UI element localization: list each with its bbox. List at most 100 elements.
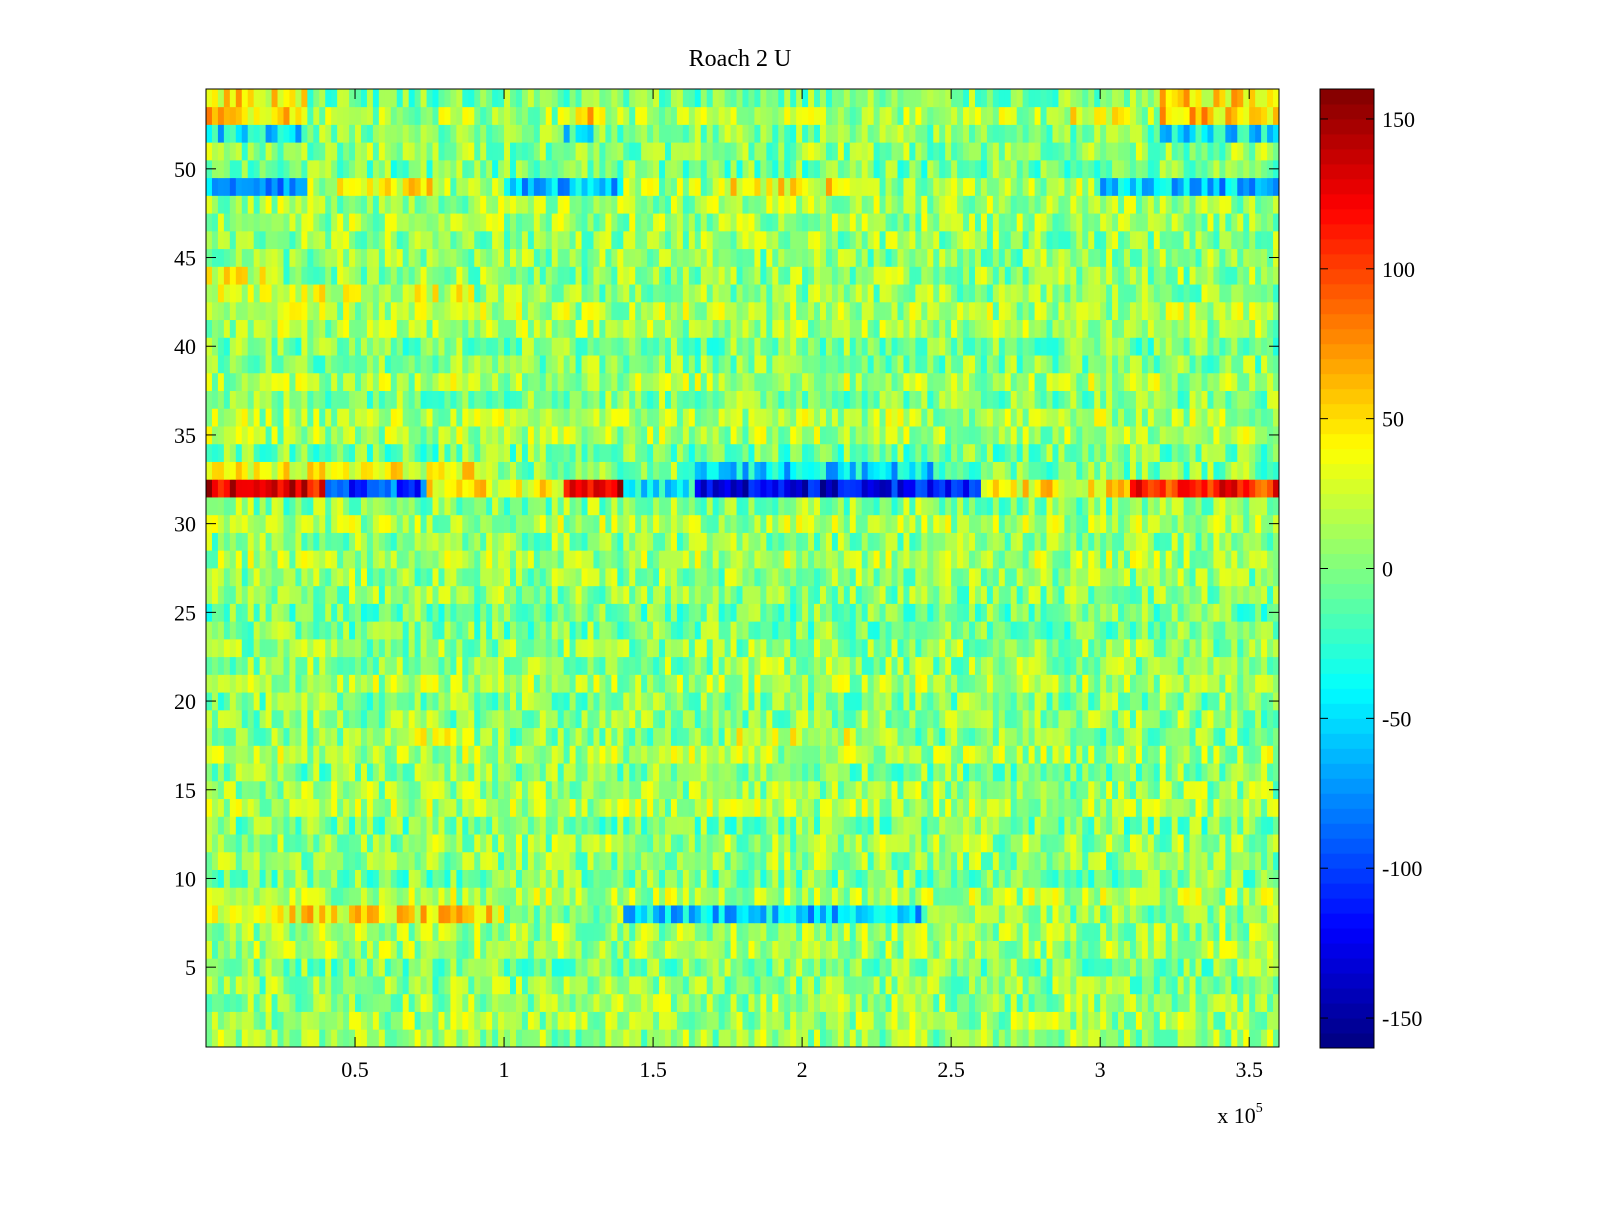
heatmap-cell	[623, 940, 630, 959]
heatmap-cell	[879, 1029, 886, 1048]
heatmap-cell	[957, 727, 964, 746]
heatmap-cell	[355, 727, 362, 746]
heatmap-cell	[1273, 621, 1280, 640]
heatmap-cell	[1016, 674, 1024, 693]
heatmap-cell	[1135, 585, 1143, 604]
heatmap-cell	[1046, 834, 1053, 853]
heatmap-cell	[951, 709, 958, 729]
heatmap-cell	[611, 674, 618, 693]
heatmap-cell	[1237, 638, 1244, 658]
heatmap-cell	[581, 656, 588, 675]
heatmap-cell	[1177, 798, 1185, 817]
heatmap-cell	[1064, 727, 1071, 746]
heatmap-cell	[1106, 745, 1113, 764]
heatmap-cell	[349, 993, 356, 1012]
heatmap-cell	[1004, 869, 1012, 888]
heatmap-cell	[814, 692, 821, 711]
heatmap-cell	[372, 958, 380, 977]
heatmap-cell	[617, 905, 624, 924]
heatmap-cell	[814, 905, 821, 924]
heatmap-cell	[724, 993, 731, 1012]
heatmap-cell	[1243, 727, 1250, 746]
heatmap-cell	[211, 922, 219, 941]
heatmap-cell	[974, 993, 982, 1012]
heatmap-cell	[396, 621, 404, 640]
heatmap-cell	[724, 638, 731, 658]
heatmap-cell	[1153, 692, 1161, 711]
heatmap-cell	[271, 763, 278, 782]
heatmap-cell	[706, 816, 714, 835]
heatmap-cell	[927, 727, 934, 746]
heatmap-cell	[229, 638, 237, 658]
heatmap-cell	[1267, 763, 1274, 782]
heatmap-cell	[247, 834, 255, 853]
heatmap-cell	[331, 887, 338, 906]
heatmap-cell	[700, 798, 708, 817]
heatmap-cell	[1237, 603, 1244, 622]
heatmap-cell	[593, 780, 600, 800]
heatmap-cell	[980, 869, 988, 888]
heatmap-cell	[217, 638, 225, 658]
heatmap-cell	[742, 958, 749, 977]
heatmap-cell	[229, 745, 237, 764]
heatmap-cell	[957, 1029, 964, 1048]
heatmap-cell	[712, 922, 720, 941]
heatmap-cell	[599, 922, 606, 941]
heatmap-cell	[772, 834, 779, 853]
heatmap-cell	[1189, 958, 1196, 977]
heatmap-cell	[766, 1011, 773, 1030]
heatmap-cell	[527, 976, 535, 995]
heatmap-cell	[1261, 727, 1268, 746]
heatmap-cell	[1153, 603, 1161, 622]
heatmap-cell	[426, 621, 433, 640]
heatmap-cell	[605, 727, 612, 746]
heatmap-cell	[617, 745, 624, 764]
heatmap-cell	[235, 816, 243, 835]
heatmap-cell	[992, 656, 1000, 675]
heatmap-cell	[653, 709, 660, 729]
heatmap-cell	[676, 568, 684, 587]
heatmap-cell	[1249, 656, 1256, 675]
heatmap-cell	[706, 674, 714, 693]
heatmap-cell	[1088, 976, 1095, 995]
heatmap-cell	[331, 727, 338, 746]
heatmap-cell	[1040, 940, 1047, 959]
heatmap-cell	[462, 869, 469, 888]
heatmap-cell	[444, 1029, 451, 1048]
heatmap-cell	[241, 940, 249, 959]
heatmap-cell	[211, 709, 219, 729]
heatmap-cell	[1237, 585, 1244, 604]
heatmap-cell	[1004, 993, 1012, 1012]
heatmap-cell	[718, 621, 726, 640]
heatmap-cell	[1076, 638, 1083, 658]
heatmap-cell	[1135, 674, 1143, 693]
heatmap-cell	[372, 887, 380, 906]
heatmap-cell	[951, 798, 958, 817]
heatmap-cell	[396, 851, 404, 870]
heatmap-cell	[945, 638, 952, 658]
heatmap-cell	[718, 692, 726, 711]
heatmap-cell	[819, 656, 827, 675]
heatmap-cell	[1004, 709, 1012, 729]
heatmap-cell	[963, 1029, 970, 1048]
heatmap-cell	[855, 692, 863, 711]
heatmap-cell	[802, 674, 809, 693]
heatmap-cell	[623, 780, 630, 800]
heatmap-cell	[450, 976, 457, 995]
heatmap-cell	[796, 621, 803, 640]
heatmap-cell	[676, 869, 684, 888]
heatmap-cell	[736, 887, 743, 906]
heatmap-cell	[712, 585, 720, 604]
heatmap-cell	[837, 709, 845, 729]
heatmap-cell	[366, 568, 374, 587]
heatmap-cell	[951, 727, 958, 746]
heatmap-cell	[486, 709, 493, 729]
heatmap-cell	[372, 674, 380, 693]
heatmap-cell	[843, 869, 851, 888]
heatmap-cell	[1112, 922, 1119, 941]
heatmap-cell	[790, 1011, 797, 1030]
heatmap-cell	[319, 869, 326, 888]
heatmap-cell	[1219, 745, 1226, 764]
heatmap-cell	[1010, 922, 1018, 941]
heatmap-cell	[1100, 922, 1107, 941]
